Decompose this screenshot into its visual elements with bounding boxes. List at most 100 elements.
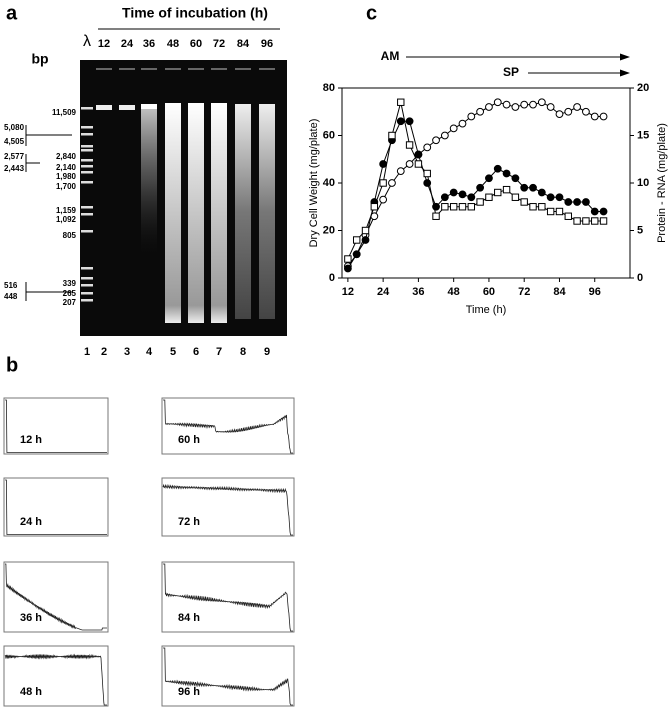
point [599, 207, 608, 216]
point [397, 98, 405, 106]
point [573, 198, 582, 206]
point [555, 193, 564, 202]
point [511, 193, 520, 201]
point [582, 107, 590, 116]
point [590, 207, 599, 216]
ladder-band [81, 213, 93, 216]
point [485, 103, 493, 111]
point [493, 98, 502, 107]
trace-box [3, 397, 109, 455]
ladder-band [81, 181, 93, 184]
x-tick-label: 48 [448, 286, 460, 298]
time-label: 48 [167, 38, 179, 50]
point [396, 167, 405, 176]
y-tick-label: 60 [323, 129, 335, 141]
lane-number: 5 [170, 346, 176, 358]
y-tick-label: 80 [323, 82, 335, 94]
time-label: 24 [121, 38, 134, 50]
point [599, 217, 608, 225]
y-axis-label: Dry Cell Weight (mg/plate) [308, 119, 320, 248]
smear [235, 104, 251, 319]
marker-label: 207 [63, 298, 77, 307]
trace-label: 84 h [178, 612, 200, 624]
trace [4, 653, 107, 706]
smear [259, 104, 275, 319]
point [467, 193, 476, 202]
well [188, 68, 204, 70]
smear [165, 103, 181, 323]
point [511, 174, 520, 183]
point [494, 188, 502, 197]
marker-label: 1,700 [56, 182, 77, 191]
marker-label: 265 [63, 289, 77, 298]
marker-label: 805 [63, 231, 77, 240]
point [458, 203, 467, 211]
time-label: 84 [237, 38, 250, 50]
lane-number: 2 [101, 346, 107, 358]
point [441, 203, 449, 211]
ladder-band [81, 267, 93, 270]
point [573, 217, 581, 225]
ladder-band [81, 277, 93, 280]
smear [211, 103, 227, 323]
trace [5, 399, 107, 453]
point [599, 112, 608, 121]
band [96, 105, 112, 110]
marker-label: 448 [4, 292, 18, 301]
point [582, 198, 590, 206]
point [511, 103, 520, 111]
ladder-band [81, 206, 93, 209]
point [546, 103, 555, 111]
trace-label: 96 h [178, 686, 200, 698]
well [165, 68, 181, 70]
point [352, 250, 361, 259]
point [582, 217, 590, 225]
point [546, 207, 555, 216]
ladder-band [81, 171, 93, 174]
point [432, 212, 440, 220]
annotation: AM [381, 49, 400, 63]
point [370, 203, 379, 211]
lane-number: 3 [124, 346, 130, 358]
ladder-band [81, 292, 93, 295]
point [423, 169, 431, 178]
y2-tick-label: 0 [637, 272, 643, 284]
trace-label: 72 h [178, 516, 200, 528]
point [352, 236, 361, 244]
trace-box [3, 561, 109, 633]
point [564, 198, 573, 206]
point [449, 203, 458, 211]
gel [80, 60, 287, 336]
trace-label: 48 h [20, 686, 42, 698]
point [458, 190, 467, 199]
trace-box [161, 397, 295, 455]
marker-label: 2,577 [4, 152, 25, 161]
point [414, 160, 423, 168]
point [361, 226, 370, 235]
point [485, 174, 493, 183]
marker-label: 516 [4, 281, 18, 290]
point [476, 198, 484, 206]
trace [5, 479, 107, 535]
point [449, 124, 458, 133]
time-label: 96 [261, 38, 273, 50]
point [537, 188, 546, 197]
point [546, 193, 555, 202]
point [449, 188, 458, 197]
point [344, 255, 352, 263]
y2-tick-label: 10 [637, 177, 649, 189]
ladder-band [81, 230, 93, 233]
trace-box [161, 477, 295, 537]
lane-number: 8 [240, 346, 246, 358]
point [361, 236, 370, 244]
x-tick-label: 12 [342, 286, 354, 298]
band [119, 105, 135, 110]
point [432, 136, 440, 145]
lane-number: 9 [264, 346, 270, 358]
point [520, 198, 528, 206]
ladder-band [81, 159, 93, 162]
point [440, 193, 449, 202]
lane-number: 4 [146, 346, 153, 358]
